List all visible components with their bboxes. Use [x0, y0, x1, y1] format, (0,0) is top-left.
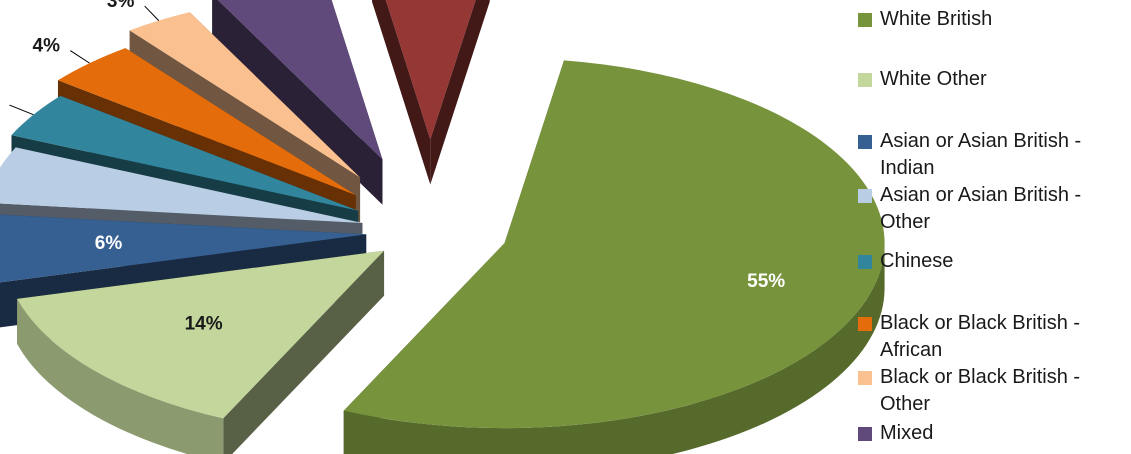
legend-label: White British	[880, 8, 993, 30]
legend-label: Asian or Asian British - Other	[880, 184, 1082, 233]
pie-slice-4	[0, 147, 363, 224]
data-label: 55%	[747, 271, 785, 292]
pie-slice-6	[57, 48, 356, 196]
pie-slice-1	[343, 60, 885, 429]
legend-swatch	[858, 73, 872, 87]
legend: White British White Other Asian or Asian…	[858, 0, 1131, 454]
legend-swatch	[858, 317, 872, 331]
pie-slice-9	[385, 0, 476, 140]
data-label: 14%	[185, 314, 223, 335]
legend-swatch	[858, 255, 872, 269]
legend-item-mixed: Mixed	[858, 420, 1125, 447]
legend-item-white-british: White British	[858, 6, 1125, 33]
legend-label: Black or Black British - Other	[880, 366, 1081, 415]
legend-item-asian-other: Asian or Asian British - Other	[858, 182, 1125, 236]
legend-label: Asian or Asian British - Indian	[880, 130, 1082, 179]
legend-label: Black or Black British - African	[880, 312, 1081, 361]
legend-swatch	[858, 189, 872, 203]
data-label: 6%	[95, 233, 123, 254]
legend-item-chinese: Chinese	[858, 248, 1125, 275]
pie-slice-5	[11, 95, 359, 211]
legend-item-black-african: Black or Black British - African	[858, 310, 1125, 364]
legend-item-black-other: Black or Black British - Other	[858, 364, 1125, 418]
pie-slice-7	[129, 12, 361, 178]
leader-line	[9, 104, 34, 116]
legend-swatch	[858, 427, 872, 441]
legend-item-white-other: White Other	[858, 66, 1125, 93]
data-label: 5%	[417, 0, 445, 5]
legend-swatch	[858, 13, 872, 27]
legend-label: White Other	[880, 68, 987, 90]
legend-label: Mixed	[880, 422, 934, 444]
legend-item-asian-indian: Asian or Asian British - Indian	[858, 128, 1125, 182]
data-label: 3%	[107, 0, 135, 12]
pie-slice-2	[17, 250, 385, 419]
pie-slice-side	[372, 0, 490, 185]
pie-slice-3	[0, 214, 367, 283]
legend-swatch	[858, 371, 872, 385]
leader-line	[70, 50, 90, 64]
legend-label: Chinese	[880, 250, 954, 272]
data-label: 4%	[33, 36, 61, 57]
pie-slice-8	[217, 0, 383, 160]
leader-line	[144, 5, 160, 21]
legend-swatch	[858, 135, 872, 149]
